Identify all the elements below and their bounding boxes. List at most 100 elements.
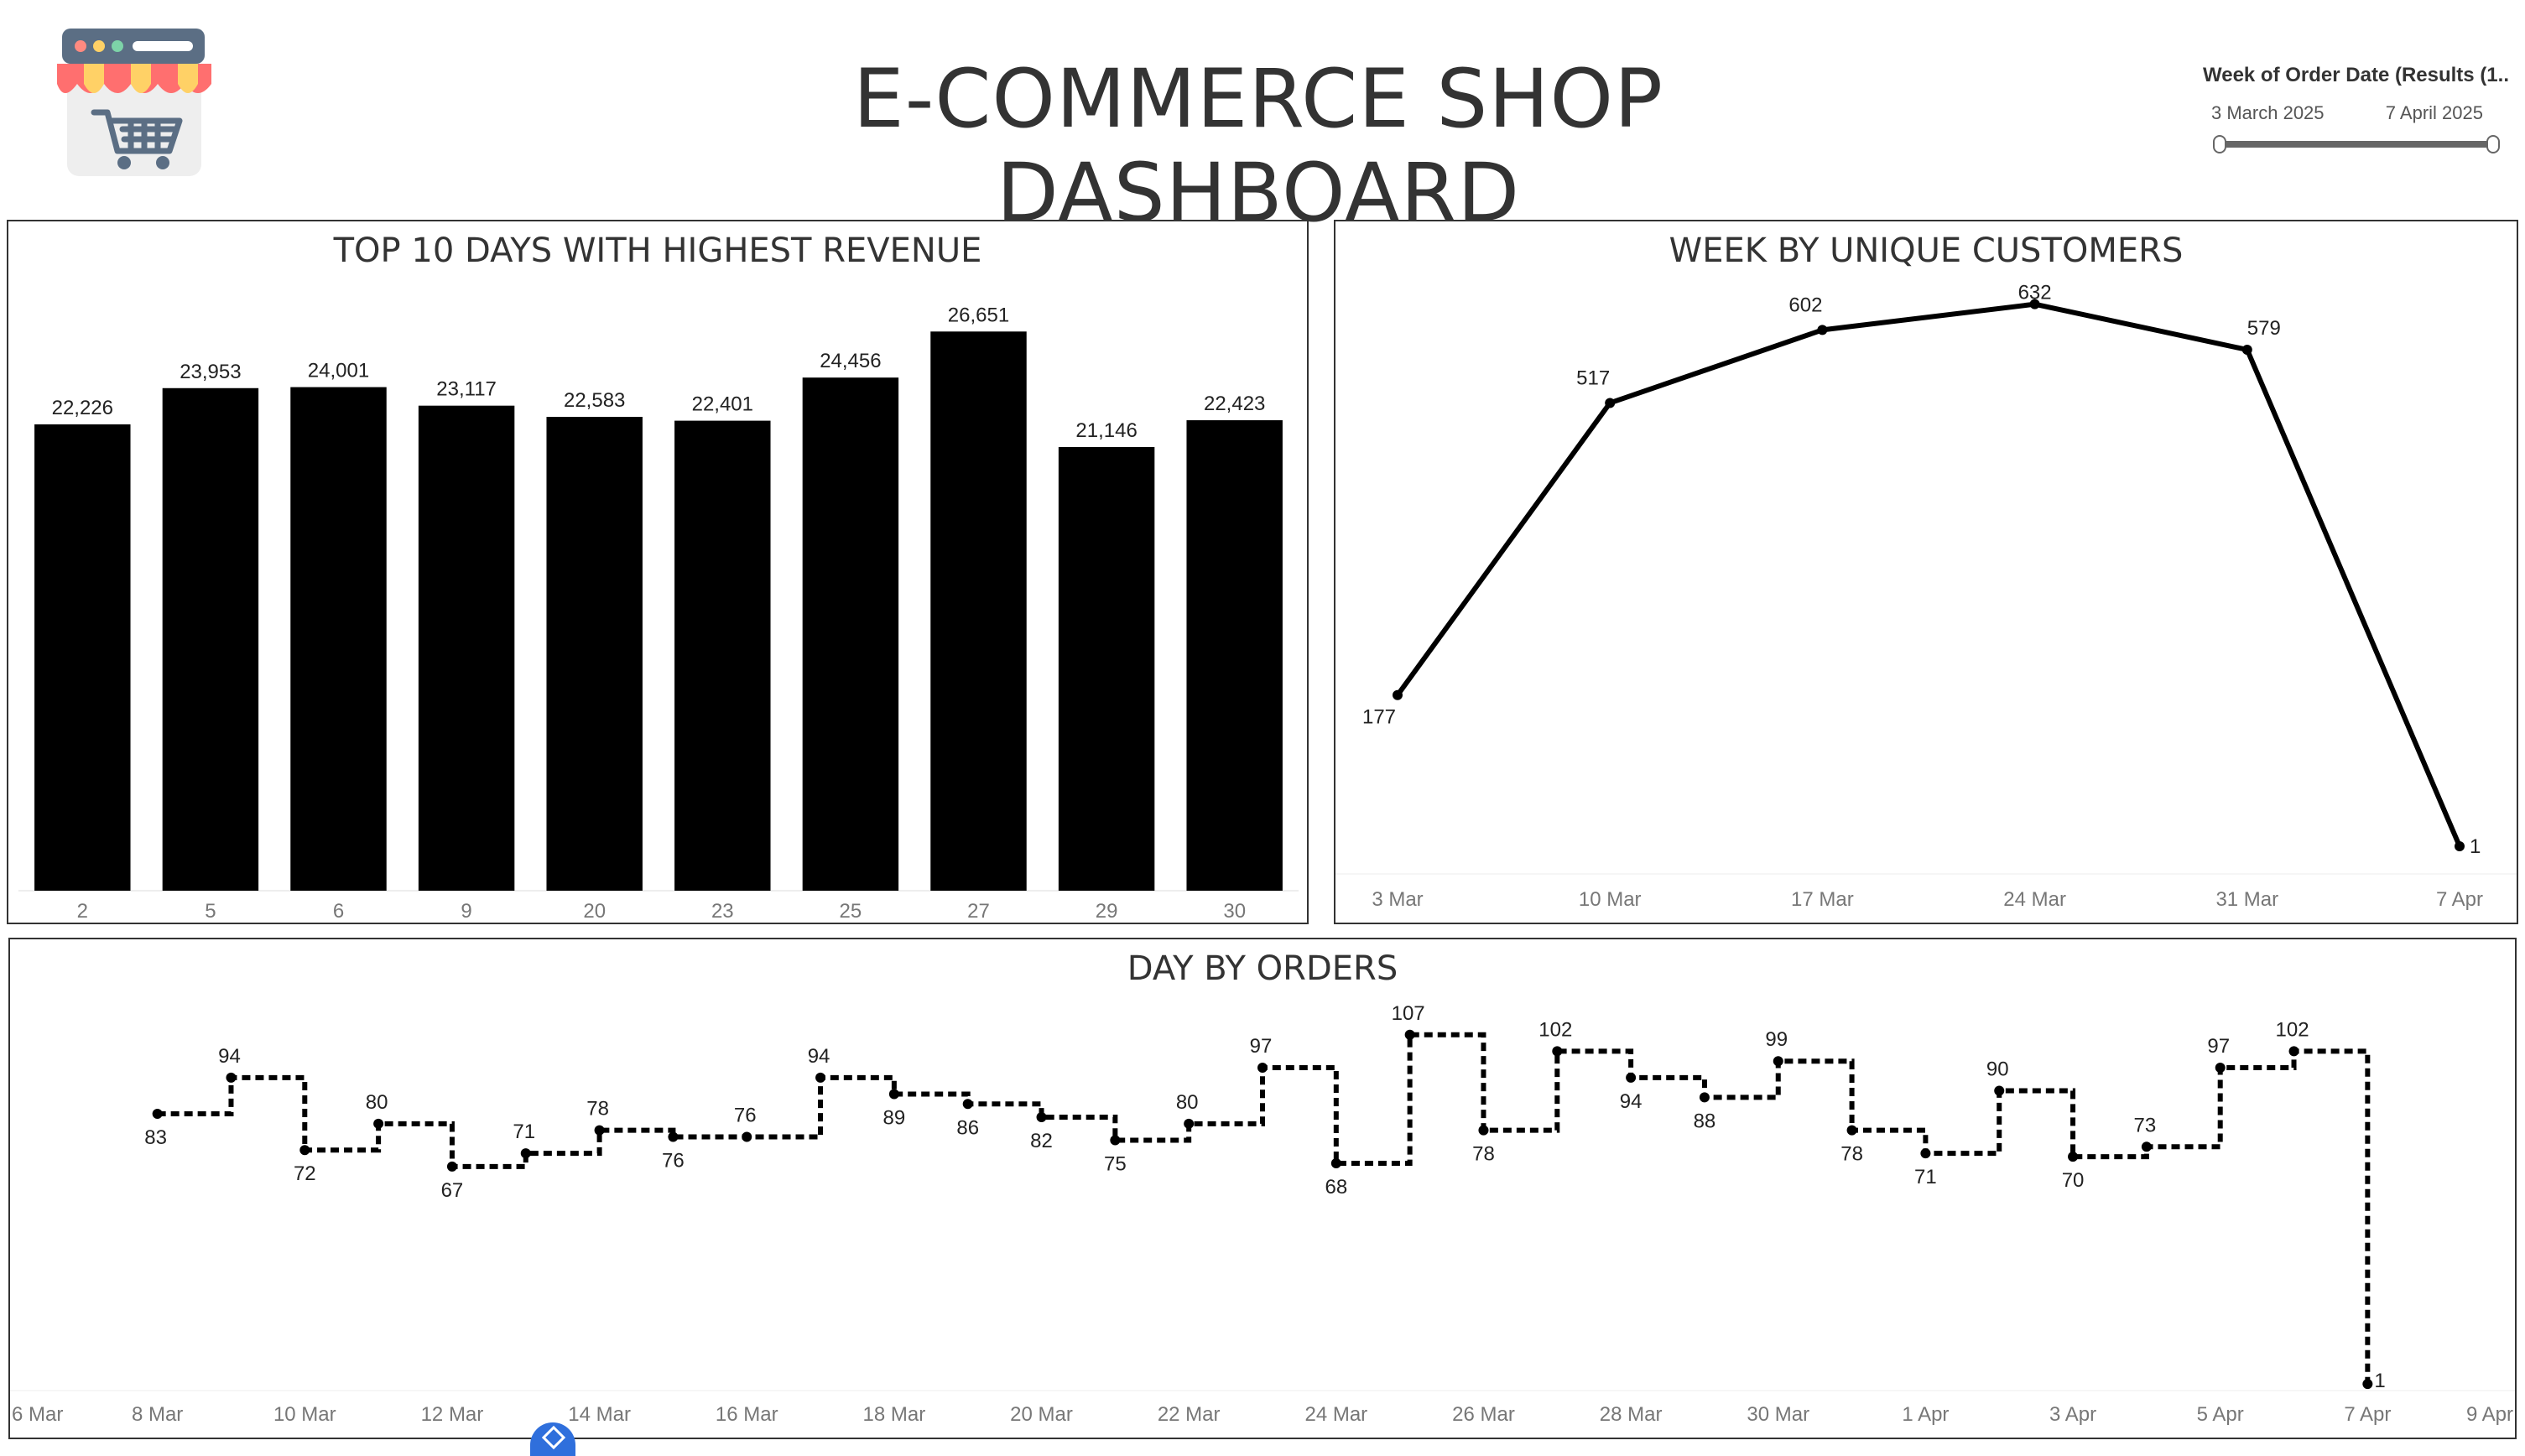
data-point xyxy=(1110,1135,1121,1146)
range-slider-end-handle[interactable] xyxy=(2486,135,2500,153)
x-tick-label: 20 xyxy=(583,900,606,923)
chevron-up-icon xyxy=(541,1425,566,1450)
x-tick-label: 31 Mar xyxy=(2215,888,2278,911)
x-tick-label: 1 Apr xyxy=(1902,1403,1949,1426)
revenue-panel: TOP 10 DAYS WITH HIGHEST REVENUE 22,226 2… xyxy=(7,220,1309,924)
data-point xyxy=(2455,840,2465,851)
x-tick-label: 20 Mar xyxy=(1010,1403,1073,1426)
data-label: 177 xyxy=(1362,706,1396,729)
bar xyxy=(34,424,131,891)
data-point xyxy=(1393,689,1403,700)
data-point xyxy=(2068,1152,2079,1162)
data-label: 107 xyxy=(1392,1002,1425,1025)
data-point xyxy=(446,1161,457,1172)
data-label: 1 xyxy=(2374,1370,2385,1392)
x-tick-label: 10 Mar xyxy=(273,1403,336,1426)
x-tick-label: 9 xyxy=(461,900,471,923)
data-point xyxy=(2215,1063,2226,1074)
x-tick-label: 5 xyxy=(205,900,216,923)
x-tick-label: 17 Mar xyxy=(1791,888,1854,911)
data-label: 80 xyxy=(1176,1091,1199,1114)
bar xyxy=(162,387,259,891)
data-label: 97 xyxy=(1250,1035,1273,1058)
data-label: 78 xyxy=(1840,1143,1863,1166)
data-label: 602 xyxy=(1788,294,1822,316)
customers-chart-title: WEEK BY UNIQUE CUSTOMERS xyxy=(1669,231,2184,270)
orders-chart-title: DAY BY ORDERS xyxy=(1127,949,1398,988)
data-point xyxy=(1773,1056,1783,1067)
data-label: 102 xyxy=(2276,1018,2309,1041)
data-label: 22,401 xyxy=(692,393,753,416)
x-tick-label: 16 Mar xyxy=(716,1403,778,1426)
x-tick-label: 26 Mar xyxy=(1452,1403,1515,1426)
page-title: E-COMMERCE SHOP DASHBOARD xyxy=(853,52,1663,240)
x-tick-label: 6 Mar xyxy=(12,1403,63,1426)
orders-step-chart: 83 94 72 80 67 71 78 76 76 94 89 86 82 75 80 97 68 107 78 1… xyxy=(10,1002,2515,1426)
data-label: 80 xyxy=(366,1091,388,1114)
data-point xyxy=(2241,344,2252,355)
data-point xyxy=(1605,398,1616,408)
data-label: 632 xyxy=(2018,282,2052,304)
series-step-line xyxy=(157,1032,2371,1385)
x-tick-label: 18 Mar xyxy=(863,1403,926,1426)
bar xyxy=(1186,420,1283,892)
series-line xyxy=(1395,301,2462,848)
x-tick-label: 14 Mar xyxy=(568,1403,631,1426)
data-point xyxy=(152,1109,163,1120)
data-label: 24,456 xyxy=(820,350,881,372)
bar xyxy=(930,331,1027,891)
data-label: 76 xyxy=(734,1105,757,1127)
x-tick-label: 6 xyxy=(333,900,344,923)
data-label: 71 xyxy=(1914,1166,1937,1188)
range-slider-track[interactable] xyxy=(2213,135,2500,153)
date-range-filter[interactable]: Week of Order Date (Results (1.. 3 March… xyxy=(2198,59,2517,168)
x-tick-label: 9 Apr xyxy=(2466,1403,2513,1426)
data-point xyxy=(888,1089,899,1100)
x-tick-label: 23 xyxy=(711,900,734,923)
data-label: 94 xyxy=(808,1045,830,1068)
x-tick-label: 5 Apr xyxy=(2197,1403,2244,1426)
x-tick-label: 3 Mar xyxy=(1372,888,1423,911)
x-tick-label: 10 Mar xyxy=(1579,888,1642,911)
range-slider-start-handle[interactable] xyxy=(2213,135,2226,153)
data-label: 71 xyxy=(513,1121,535,1143)
data-label: 1 xyxy=(2470,835,2481,858)
x-tick-label: 30 Mar xyxy=(1747,1403,1809,1426)
revenue-bar-chart: 22,226 2 23,953 5 24,001 6 23,117 9 22,583 20 22,4… xyxy=(18,304,1299,923)
data-label: 67 xyxy=(441,1179,464,1202)
data-point xyxy=(1552,1046,1563,1057)
data-label: 82 xyxy=(1030,1130,1053,1152)
data-point xyxy=(1036,1111,1047,1122)
data-label: 76 xyxy=(662,1150,685,1173)
bar xyxy=(802,377,899,891)
filter-end-date: 7 April 2025 xyxy=(2385,102,2483,123)
data-label: 23,953 xyxy=(180,361,241,383)
data-point xyxy=(962,1099,973,1110)
data-point xyxy=(742,1131,752,1142)
data-point xyxy=(373,1118,384,1129)
x-tick-label: 28 Mar xyxy=(1600,1403,1663,1426)
data-point xyxy=(1994,1085,2005,1096)
x-tick-label: 12 Mar xyxy=(421,1403,484,1426)
data-label: 517 xyxy=(1576,367,1610,389)
data-point xyxy=(226,1072,237,1083)
data-label: 86 xyxy=(956,1116,979,1139)
data-point xyxy=(1184,1118,1195,1129)
data-label: 72 xyxy=(294,1162,316,1185)
x-tick-label: 30 xyxy=(1223,900,1246,923)
orders-panel: DAY BY ORDERS 83 94 72 80 67 71 78 76 76 94 89 86 82… xyxy=(8,938,2517,1439)
data-point xyxy=(2141,1141,2152,1152)
x-tick-label: 24 Mar xyxy=(2003,888,2066,911)
data-label: 78 xyxy=(586,1098,609,1121)
data-label: 579 xyxy=(2247,317,2281,340)
x-tick-label: 29 xyxy=(1096,900,1118,923)
customers-panel: WEEK BY UNIQUE CUSTOMERS 177 3 Mar 517 10 M… xyxy=(1334,220,2518,924)
x-tick-label: 7 Apr xyxy=(2436,888,2483,911)
data-label: 75 xyxy=(1104,1152,1127,1175)
data-point xyxy=(1478,1125,1489,1136)
bar xyxy=(674,420,771,891)
data-label: 94 xyxy=(218,1045,241,1068)
x-tick-label: 2 xyxy=(77,900,88,923)
data-label: 88 xyxy=(1694,1110,1716,1132)
shop-cart-icon xyxy=(52,25,228,185)
